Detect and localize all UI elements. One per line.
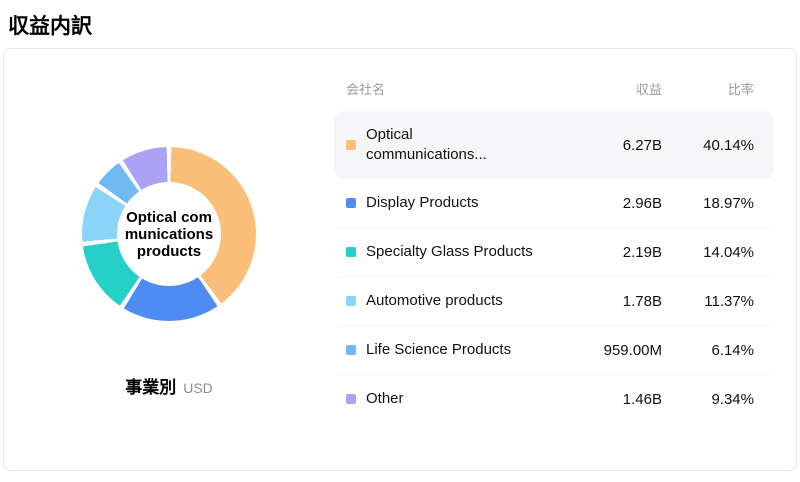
segment-name-cell: Specialty Glass Products [346,242,542,262]
table-row[interactable]: Optical communications... 6.27B 40.14% [334,111,774,179]
legend-table: 会社名 収益 比率 Optical communications... 6.27B… [334,49,796,470]
table-body: Optical communications... 6.27B 40.14% Disp… [334,111,774,423]
chart-column: Optical communications products 事業別 USD [4,49,334,470]
segment-percent: 18.97% [703,194,754,212]
legend-swatch [346,345,356,355]
table-row[interactable]: Automotive products 1.78B 11.37% [334,276,774,325]
segment-name-cell: Other [346,389,542,409]
page-title: 収益内訳 [8,15,92,38]
segment-name-cell: Optical communications... [346,125,542,165]
segment-name-cell: Automotive products [346,291,542,311]
table-row[interactable]: Life Science Products 959.00M 6.14% [334,325,774,374]
segment-revenue: 959.00M [603,341,662,359]
legend-swatch [346,296,356,306]
legend-swatch [346,198,356,208]
segment-label: Automotive products [366,292,503,309]
table-row[interactable]: Display Products 2.96B 18.97% [334,179,774,227]
donut-hole: Optical communications products [117,182,221,286]
segment-revenue: 2.96B [622,194,662,212]
header-company-name: 会社名 [346,81,386,97]
header-revenue: 収益 [635,81,662,97]
revenue-breakdown-card: Optical communications products 事業別 USD … [3,48,797,471]
segment-label: Life Science Products [366,341,512,358]
segment-revenue: 1.46B [622,390,662,408]
segment-revenue: 2.19B [622,243,662,261]
donut-center-label: Optical communications products [124,208,214,260]
segment-revenue: 6.27B [622,136,662,154]
segment-name-cell: Life Science Products [346,340,542,360]
segment-revenue: 1.78B [622,292,662,310]
segment-percent: 14.04% [703,243,754,261]
segment-percent: 40.14% [703,136,754,154]
table-row[interactable]: Specialty Glass Products 2.19B 14.04% [334,227,774,276]
segment-label: Specialty Glass Products [366,243,533,260]
segment-percent: 6.14% [711,341,754,359]
segment-label: Optical communications... [366,126,487,163]
table-row[interactable]: Other 1.46B 9.34% [334,374,774,423]
legend-swatch [346,140,356,150]
segment-percent: 11.37% [704,292,754,310]
header-ratio: 比率 [727,81,754,97]
chart-caption: 事業別 USD [125,373,213,398]
legend-swatch [346,394,356,404]
segment-label: Display Products [366,194,479,211]
segment-name-cell: Display Products [346,193,542,213]
table-header-row: 会社名 収益 比率 [334,79,774,97]
chart-dimension-label: 事業別 [125,378,177,397]
segment-percent: 9.34% [711,390,754,408]
segment-label: Other [366,390,404,407]
legend-swatch [346,247,356,257]
chart-unit-label: USD [183,380,213,396]
donut-chart[interactable]: Optical communications products [82,147,256,321]
